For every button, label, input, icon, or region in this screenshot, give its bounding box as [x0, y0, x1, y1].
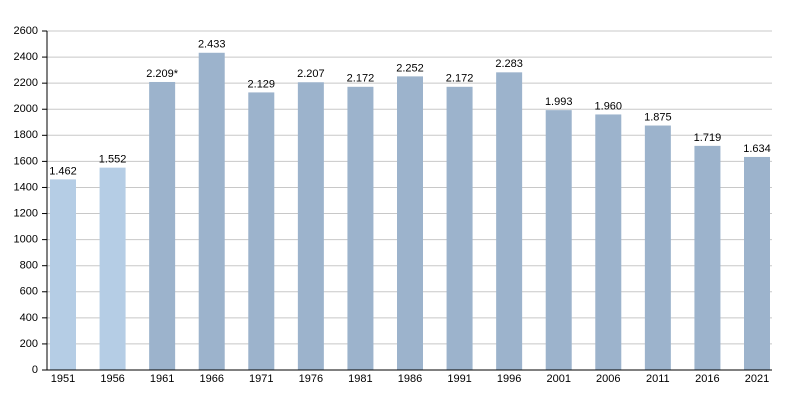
x-tick-label: 1991	[447, 373, 471, 385]
y-tick-label: 0	[32, 364, 38, 376]
bar	[744, 156, 770, 370]
bar	[297, 82, 324, 371]
value-label: 1.993	[545, 96, 573, 108]
x-tick-label: 2001	[546, 373, 570, 385]
value-label: 2.252	[396, 62, 424, 74]
bar	[545, 110, 572, 370]
x-tick-label: 2016	[695, 373, 719, 385]
bar	[198, 52, 225, 370]
y-tick-label: 800	[20, 260, 38, 272]
value-label: 1.552	[99, 154, 127, 166]
bar	[397, 76, 423, 371]
y-tick-label: 2400	[14, 51, 38, 63]
bar	[694, 145, 721, 370]
y-tick-label: 1000	[14, 234, 38, 246]
x-tick-label: 1971	[249, 373, 273, 385]
y-tick-label: 1200	[14, 207, 38, 219]
bar	[50, 179, 76, 370]
value-label: 1.634	[743, 143, 771, 155]
y-tick-label: 1600	[14, 155, 38, 167]
y-tick-label: 1400	[14, 181, 38, 193]
x-tick-label: 2021	[745, 373, 769, 385]
x-tick-label: 1981	[348, 373, 372, 385]
value-label: 1.462	[49, 165, 77, 177]
y-tick-label: 400	[20, 312, 38, 324]
bar	[248, 92, 275, 370]
value-label: 2.433	[198, 39, 226, 51]
value-label: 2.209*	[146, 68, 179, 80]
value-label: 2.172	[446, 73, 474, 85]
x-tick-label: 2011	[646, 373, 670, 385]
value-label: 1.960	[595, 100, 623, 112]
y-tick-label: 2600	[14, 25, 38, 37]
x-tick-label: 1976	[299, 373, 323, 385]
x-tick-label: 1996	[497, 373, 521, 385]
x-tick-label: 2006	[596, 373, 620, 385]
bar	[595, 114, 622, 370]
bar	[644, 125, 671, 371]
value-label: 2.129	[248, 78, 276, 90]
value-label: 2.283	[495, 58, 523, 70]
x-tick-label: 1951	[51, 373, 75, 385]
y-tick-label: 2000	[14, 103, 38, 115]
y-tick-label: 200	[20, 338, 38, 350]
value-label: 2.207	[297, 68, 325, 80]
y-tick-label: 600	[20, 286, 38, 298]
x-tick-label: 1986	[398, 373, 422, 385]
bar	[99, 167, 126, 370]
bar	[446, 86, 473, 370]
value-label: 1.719	[694, 132, 722, 144]
bar	[149, 81, 176, 371]
y-tick-label: 1800	[14, 129, 38, 141]
x-tick-label: 1966	[199, 373, 223, 385]
x-tick-label: 1961	[150, 373, 174, 385]
value-label: 2.172	[347, 73, 375, 85]
bar	[496, 72, 523, 371]
x-tick-label: 1956	[100, 373, 124, 385]
value-label: 1.875	[644, 111, 672, 123]
y-tick-label: 2200	[14, 77, 38, 89]
bar	[347, 86, 374, 370]
